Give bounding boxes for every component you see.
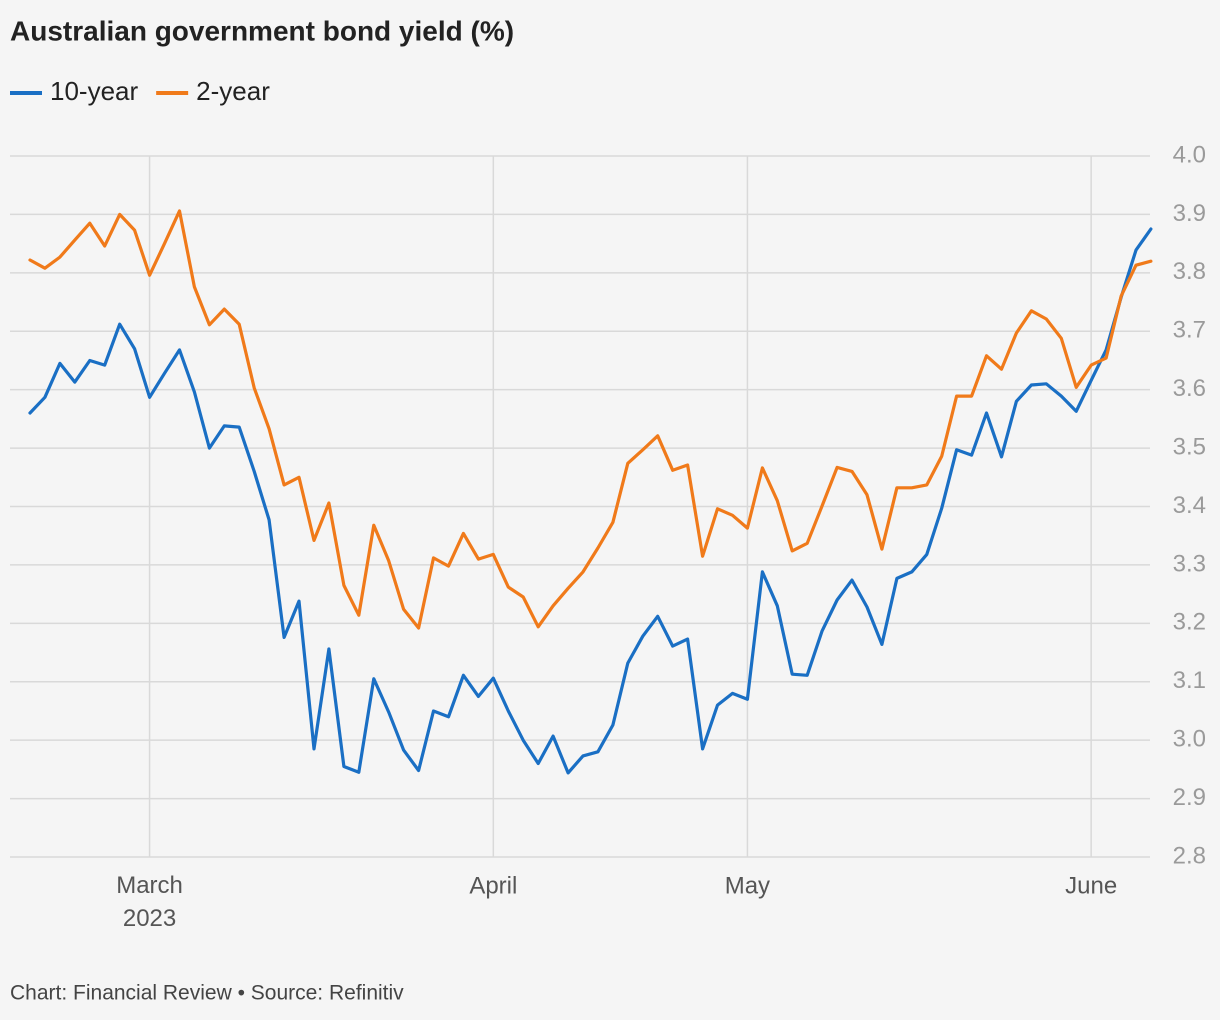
x-tick-label: March 2023 bbox=[116, 872, 183, 932]
y-tick-label: 3.1 bbox=[1173, 667, 1206, 694]
x-tick-label: April bbox=[469, 872, 517, 899]
source-note: Chart: Financial Review • Source: Refini… bbox=[10, 982, 404, 1005]
y-tick-label: 3.2 bbox=[1173, 609, 1206, 636]
y-tick-label: 3.7 bbox=[1173, 317, 1206, 344]
y-tick-label: 3.8 bbox=[1173, 258, 1206, 285]
chart-title: Australian government bond yield (%) bbox=[10, 15, 514, 46]
legend-label: 10-year bbox=[50, 76, 138, 106]
y-tick-label: 2.8 bbox=[1173, 842, 1206, 869]
y-tick-label: 4.0 bbox=[1173, 141, 1206, 168]
y-tick-label: 3.9 bbox=[1173, 200, 1206, 227]
legend-label: 2-year bbox=[196, 76, 270, 106]
y-tick-label: 3.3 bbox=[1173, 550, 1206, 577]
y-tick-label: 2.9 bbox=[1173, 784, 1206, 811]
series-line bbox=[28, 209, 1153, 630]
x-tick-label: May bbox=[725, 872, 770, 899]
x-tick-label: June bbox=[1065, 872, 1117, 899]
y-tick-label: 3.0 bbox=[1173, 726, 1206, 753]
y-tick-label: 3.5 bbox=[1173, 433, 1206, 460]
y-tick-label: 3.4 bbox=[1173, 492, 1206, 519]
series-line bbox=[28, 227, 1153, 775]
y-tick-label: 3.6 bbox=[1173, 375, 1206, 402]
